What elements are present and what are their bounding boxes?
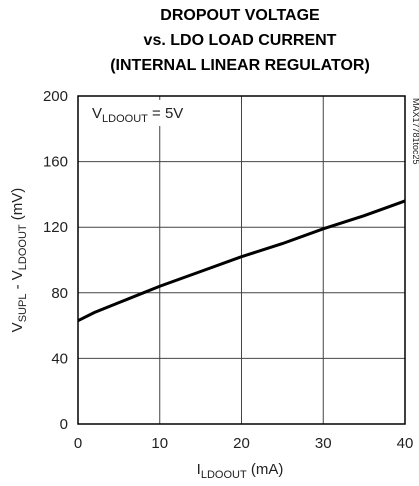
y-label-part: SUPL xyxy=(17,294,29,323)
x-label-part: (mA) xyxy=(247,461,284,478)
plot-frame xyxy=(77,95,406,425)
x-label-part: LDOOUT xyxy=(201,469,247,481)
annotation-bg xyxy=(86,100,208,126)
y-tick-label: 0 xyxy=(60,416,68,433)
y-label-part: V xyxy=(9,322,26,332)
annotation-part: V xyxy=(92,105,102,122)
chart-title: DROPOUT VOLTAGE xyxy=(160,7,320,24)
x-tick-label: 20 xyxy=(233,435,250,452)
chart-title: (INTERNAL LINEAR REGULATOR) xyxy=(110,57,370,74)
annotation: VLDOOUT = 5V xyxy=(92,105,183,125)
x-tick-label: 0 xyxy=(74,435,82,452)
y-label-part: LDOOUT xyxy=(17,224,29,270)
x-tick-label: 40 xyxy=(397,435,414,452)
y-tick-label: 120 xyxy=(43,219,68,236)
annotation-part: = 5V xyxy=(148,105,183,122)
y-tick-label: 200 xyxy=(43,88,68,105)
y-tick-label: 160 xyxy=(43,154,68,171)
y-label-part: (mV) xyxy=(9,188,26,225)
data-line xyxy=(77,199,406,323)
y-label-part: - V xyxy=(9,270,26,293)
y-axis-label: VSUPL - VLDOOUT (mV) xyxy=(9,188,29,333)
annotation-part: LDOOUT xyxy=(102,113,148,125)
y-tick-label: 80 xyxy=(51,285,68,302)
side-label: MAX17781toc25 xyxy=(411,98,419,165)
y-tick-label: 40 xyxy=(51,350,68,367)
x-tick-label: 10 xyxy=(151,435,168,452)
chart-title: vs. LDO LOAD CURRENT xyxy=(144,32,337,49)
x-tick-label: 30 xyxy=(315,435,332,452)
x-label-part: I xyxy=(197,461,201,478)
x-axis-label: ILDOOUT (mA) xyxy=(197,461,284,481)
